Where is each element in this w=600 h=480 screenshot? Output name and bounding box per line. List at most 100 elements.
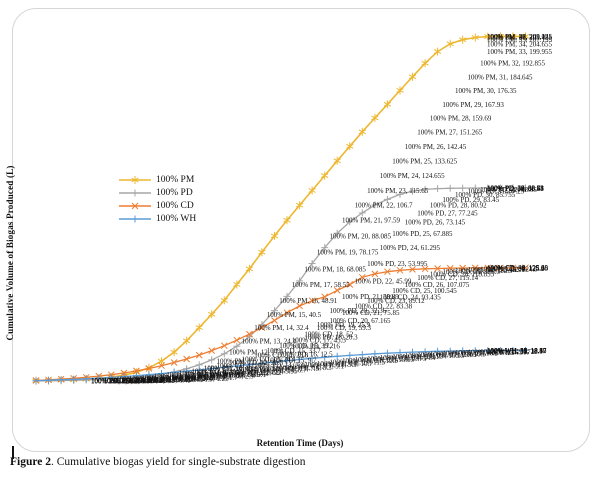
point-label: 100% CD, 6, 5.4 (154, 373, 202, 381)
point-label: 100% CD, 40, 125.69 (487, 264, 549, 272)
point-label: 100% CD, 26, 107.075 (405, 281, 470, 289)
point-label: 100% PD, 28, 80.92 (430, 201, 487, 209)
point-label: 100% WH, 24, 14.4 (380, 354, 436, 362)
point-label: 100% PD, 27, 77.245 (417, 209, 478, 217)
legend-label: 100% PM (156, 175, 195, 185)
point-label: 100% WH, 20, 11.5 (330, 359, 386, 367)
point-label: 100% CD, 10, 13.9 (204, 365, 259, 373)
point-label: 100% WH, 8, 2.7 (179, 373, 228, 381)
point-label: 100% WH, 6, 1.75 (154, 375, 207, 383)
point-label: 100% WH, 1, 0.2 (91, 377, 140, 385)
point-label: 100% PM, 8, 3.5 (179, 372, 227, 380)
point-label: 100% PD, 31, 87.25 (468, 188, 525, 196)
point-label: 100% CD, 7, 7 (166, 371, 208, 379)
point-label: 100% PD, 21, 38.89 (342, 293, 399, 301)
point-label: 100% WH, 13, 5.95 (242, 368, 298, 376)
point-label: 100% PM, 33, 199.955 (487, 48, 552, 56)
point-label: 100% CD, 30, 122.9 (455, 267, 513, 275)
point-label: 100% PD, 26, 73.145 (405, 218, 466, 226)
series-markers-wh (32, 346, 529, 385)
point-label: 100% CD, 4, 3 (129, 375, 171, 383)
point-label: 100% PD, 16, 12.5 (279, 350, 333, 358)
point-label: 100% PM, 1, 0.1 (91, 377, 139, 385)
point-label: 100% PM, 4, 0.7 (129, 376, 177, 384)
point-label: 100% WH, 32, 17.8 (480, 348, 536, 356)
point-label: 100% WH, 28, 16.5 (430, 350, 486, 358)
chart-legend: 100% PM 100% PD 100% CD 100% WH (118, 174, 196, 225)
point-label: 100% PM, 9, 5.3 (191, 369, 239, 377)
point-label: 100% PD, 37, 88.71 (487, 185, 544, 193)
point-label: 100% PD, 15, 9.7 (267, 356, 317, 364)
point-label: 100% PD, 35, 88.63 (487, 185, 544, 193)
point-label: 100% CD, 22, 83.38 (355, 302, 413, 310)
point-label: 100% WH, 29, 16.9 (442, 350, 498, 358)
point-label: 100% CD, 35, 125.4 (487, 265, 545, 273)
legend-label: 100% PD (156, 188, 193, 198)
point-label: 100% PM, 14, 32.4 (254, 324, 309, 332)
point-label: 100% PD, 24, 61.295 (380, 244, 441, 252)
point-label: 100% CD, 39, 125.66 (487, 264, 549, 272)
point-label: 100% PD, 32, 88.05 (480, 186, 537, 194)
point-label: 100% PD, 12, 4.2 (229, 368, 279, 376)
point-label: 100% WH, 9, 3.25 (191, 372, 244, 380)
point-label: 100% PM, 7, 2.3 (166, 374, 214, 382)
legend-item-pm: 100% PM (118, 174, 196, 186)
point-label: 100% WH, 11, 4.5 (217, 370, 270, 378)
point-label: 100% PM, 31, 184.645 (468, 73, 533, 81)
legend-label: 100% WH (156, 214, 197, 224)
point-label: 100% PD, 6, 0.65 (154, 376, 204, 384)
point-label: 100% PD, 25, 67.885 (392, 230, 453, 238)
point-label: 100% PD, 17, 16 (292, 343, 341, 351)
point-label: 100% PM, 29, 167.93 (442, 101, 504, 109)
series-line-wh (35, 349, 526, 382)
point-label: 100% CD, 3, 2.1 (116, 376, 164, 384)
point-label: 100% CD, 5, 4.1 (141, 374, 189, 382)
point-label: 100% CD, 28, 118.855 (430, 270, 495, 278)
point-label: 100% PD, 14, 7.4 (254, 361, 304, 369)
point-label: 100% WH, 38, 18.52 (487, 347, 547, 355)
point-label: 100% WH, 23, 13.75 (367, 355, 427, 363)
point-label: 100% PM, 27, 151.265 (417, 128, 482, 136)
point-label: 100% PM, 38, 209.125 (487, 33, 552, 41)
point-label: 100% PM, 35, 207.155 (487, 36, 552, 44)
point-label: 100% WH, 35, 18.3 (487, 347, 543, 355)
point-label: 100% PM, 34, 204.655 (487, 40, 552, 48)
point-label: 100% CD, 18, 52 (304, 331, 353, 339)
point-label: 100% PM, 18, 68.085 (304, 265, 366, 273)
point-label: 100% CD, 13, 24.4 (242, 356, 297, 364)
point-label: 100% PD, 22, 45.99 (355, 277, 412, 285)
point-label: 100% CD, 17, 45.3 (292, 337, 347, 345)
point-label: 100% PD, 19, 25.9 (317, 321, 371, 329)
point-label: 100% PD, 39, 88.73 (487, 184, 544, 192)
point-label: 100% CD, 36, 125.5 (487, 264, 545, 272)
series-line-pd (35, 187, 526, 382)
point-label: 100% WH, 25, 15 (392, 353, 443, 361)
point-label: 100% PM, 26, 142.45 (405, 143, 467, 151)
point-label: 100% WH, 21, 12.3 (342, 357, 398, 365)
point-label: 100% CD, 29, 121.3 (442, 268, 500, 276)
point-label: 100% WH, 22, 13.05 (355, 356, 415, 364)
series-line-pm (35, 35, 526, 382)
point-label: 100% PM, 11, 12 (217, 358, 266, 366)
point-label: 100% PD, 33, 88.4 (487, 185, 541, 193)
point-label: 100% PM, 6, 1.55 (154, 375, 205, 383)
point-label: 100% PM, 25, 133.625 (392, 157, 457, 165)
figure-caption-label: Figure 2 (10, 456, 51, 468)
point-label: 100% PM, 24, 124.655 (380, 172, 445, 180)
point-label: 100% CD, 15, 33.7 (267, 347, 322, 355)
x-axis-title: Retention Time (Days) (256, 438, 344, 448)
point-label: 100% WH, 3, 0.7 (116, 376, 165, 384)
point-label: 100% PM, 32, 192.855 (480, 60, 545, 68)
point-label: 100% PM, 3, 0.45 (116, 377, 167, 385)
point-label: 100% WH, 34, 18.17 (487, 348, 547, 356)
point-label: 100% CD, 20, 67.165 (330, 317, 392, 325)
figure-caption-text: . Cumulative biogas yield for single-sub… (51, 456, 306, 468)
point-label: 100% PD, 1, 0.05 (91, 377, 141, 385)
point-label: 100% CD, 33, 124.9 (487, 265, 545, 273)
point-label: 100% WH, 39, 18.56 (487, 347, 547, 355)
legend-item-pd: 100% PD (118, 187, 196, 199)
figure-caption: Figure 2. Cumulative biogas yield for si… (10, 456, 306, 468)
point-label: 100% PM, 40, 209.125 (487, 33, 552, 41)
point-label: 100% CD, 14, 28.8 (254, 352, 309, 360)
point-label: 100% PD, 10, 2.3 (204, 373, 254, 381)
